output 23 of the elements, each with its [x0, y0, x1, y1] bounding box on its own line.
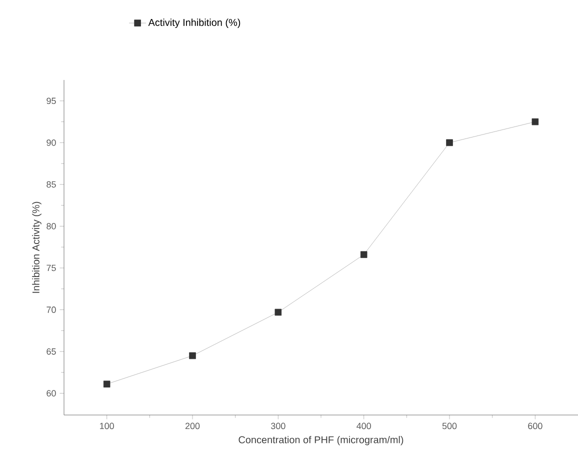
x-tick-label: 400 [356, 422, 371, 430]
legend-label: Activity Inhibition (%) [148, 18, 240, 28]
y-tick-label: 60 [46, 390, 56, 396]
x-axis-title: Concentration of PHF (microgram/ml) [238, 436, 404, 446]
x-tick-label: 200 [185, 422, 200, 430]
point [446, 139, 453, 146]
x-tick-label: 600 [528, 422, 542, 430]
y-tick-label: 90 [46, 139, 56, 146]
y-tick-label: 95 [46, 98, 56, 104]
x-tick-label: 100 [100, 422, 114, 430]
point [274, 308, 282, 316]
point [103, 380, 110, 388]
point [532, 118, 539, 126]
y-tick-label: 75 [46, 264, 56, 272]
y-tick-label: 85 [46, 181, 56, 188]
point [189, 352, 196, 360]
x-tick-label: 500 [442, 422, 457, 430]
y-tick-label: 70 [46, 306, 56, 313]
x-tick-label: 300 [271, 422, 286, 430]
y-axis-title: Inhibition Activity (%) [32, 202, 42, 293]
y-tick-label: 65 [46, 348, 56, 355]
point [360, 251, 368, 258]
y-tick-label: 80 [46, 223, 56, 230]
